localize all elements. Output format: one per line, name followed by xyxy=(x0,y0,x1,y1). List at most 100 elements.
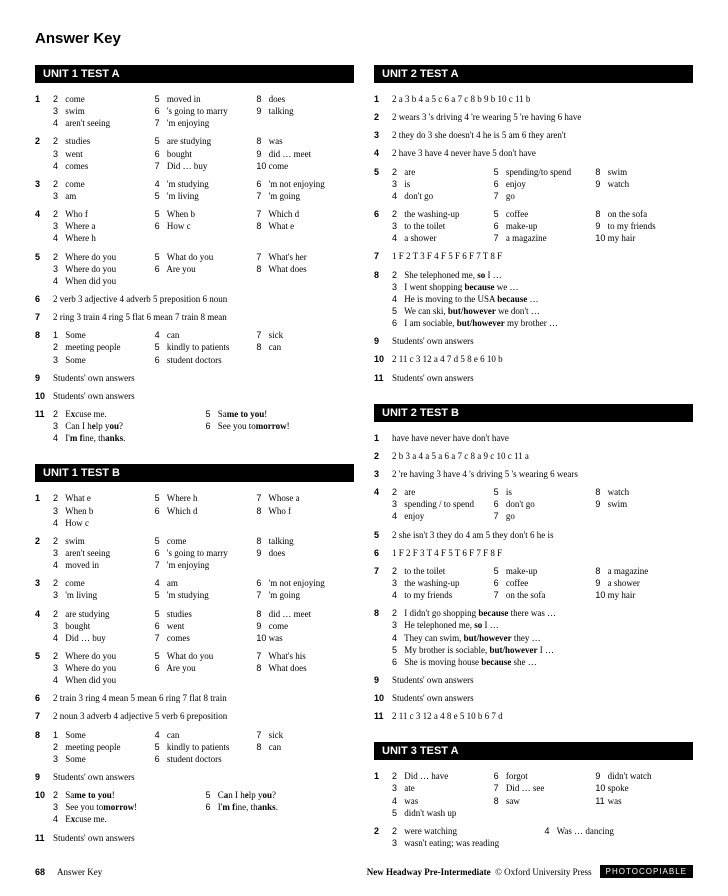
question-number: 3 xyxy=(374,468,392,480)
answer-item: 7 'm enjoying xyxy=(155,559,253,571)
question-number: 6 xyxy=(35,692,53,704)
answer-item: 3 Where a xyxy=(53,220,151,232)
answer-item: 3 went xyxy=(53,148,151,160)
answer-item: 9 a shower xyxy=(595,577,693,589)
answer-content: 2 come4 am6 'm not enjoying3 'm living5 … xyxy=(53,577,354,601)
answer-item: 6 Are you xyxy=(155,263,253,275)
question-number: 1 xyxy=(374,770,392,819)
answer-row: 42 are studying5 studies8 did … meet3 bo… xyxy=(35,608,354,644)
answer-text: 2 wears 3 's driving 4 're wearing 5 're… xyxy=(392,112,581,122)
answer-content: Students' own answers xyxy=(53,372,354,384)
answer-item: 2 are studying xyxy=(53,608,151,620)
answer-item: 8 did … meet xyxy=(256,608,354,620)
footer-publisher: © Oxford University Press xyxy=(495,867,592,877)
answer-row: 11Students' own answers xyxy=(374,372,693,384)
answer-item: 5 didn't wash up xyxy=(392,807,490,819)
answer-content: 2 have 3 have 4 never have 5 don't have xyxy=(392,147,693,159)
answer-item: 2 are xyxy=(392,486,490,498)
answer-content: 2 are5 spending/to spend8 swim3 is6 enjo… xyxy=(392,166,693,202)
answer-item: 6 enjoy xyxy=(494,178,592,190)
answer-item: 9 swim xyxy=(595,498,693,510)
answer-item: 9 talking xyxy=(256,105,354,117)
answer-row: 12 a 3 b 4 a 5 c 6 a 7 c 8 b 9 b 10 c 11… xyxy=(374,93,693,105)
answer-content: 2 11 c 3 12 a 4 7 d 5 8 e 6 10 b xyxy=(392,353,693,365)
answer-content: Students' own answers xyxy=(392,692,693,704)
answer-item: 7 Did … buy xyxy=(155,160,253,172)
answer-item: 6 I am sociable, but/however my brother … xyxy=(392,317,693,329)
answer-item: 9 watch xyxy=(595,178,693,190)
question-number: 6 xyxy=(35,293,53,305)
answer-row: 32 come4 am6 'm not enjoying3 'm living5… xyxy=(35,577,354,601)
answer-content: 1 F 2 T 3 F 4 F 5 F 6 F 7 T 8 F xyxy=(392,250,693,262)
answer-text: 2 a 3 b 4 a 5 c 6 a 7 c 8 b 9 b 10 c 11 … xyxy=(392,94,530,104)
answer-item: 4 When did you xyxy=(53,674,151,686)
answer-row: 22 b 3 a 4 a 5 a 6 a 7 c 8 a 9 c 10 c 11… xyxy=(374,450,693,462)
answer-item: 8 What does xyxy=(256,662,354,674)
answer-item: 7 go xyxy=(494,510,592,522)
answer-item: 5 kindly to patients xyxy=(155,741,253,753)
page-number: 68 xyxy=(35,867,45,877)
question-number: 10 xyxy=(35,789,53,825)
answer-row: 10Students' own answers xyxy=(35,390,354,402)
answer-item: 5 'm studying xyxy=(155,589,253,601)
question-number: 11 xyxy=(374,710,392,722)
answer-item: 3 He telephoned me, so I … xyxy=(392,619,693,631)
answer-item: 5 When b xyxy=(155,208,253,220)
answer-item: 7 a magazine xyxy=(494,232,592,244)
answer-content: Students' own answers xyxy=(392,372,693,384)
answer-item: 3 bought xyxy=(53,620,151,632)
answer-item: 7 go xyxy=(494,190,592,202)
question-number: 7 xyxy=(374,565,392,601)
answer-item: 6 make-up xyxy=(494,220,592,232)
answer-content: 1 Some4 can7 sick2 meeting people5 kindl… xyxy=(53,729,354,765)
question-number: 11 xyxy=(374,372,392,384)
answer-item: 10 my hair xyxy=(595,232,693,244)
answer-item: 4 comes xyxy=(53,160,151,172)
answer-item: 4 How c xyxy=(53,517,151,529)
answer-text: 2 they do 3 she doesn't 4 he is 5 am 6 t… xyxy=(392,130,566,140)
answer-item: 6 bought xyxy=(155,148,253,160)
answer-content: 2 Same to you!5 Can I help you?3 See you… xyxy=(53,789,354,825)
answer-item: 7 Did … see xyxy=(494,782,592,794)
answer-item: 4 Did … buy xyxy=(53,632,151,644)
answer-item: 11 was xyxy=(595,795,693,807)
answer-item: 1 Some xyxy=(53,329,151,341)
unit-header: UNIT 2 TEST A xyxy=(374,65,693,83)
answer-row: 112 11 c 3 12 a 4 8 e 5 10 b 6 7 d xyxy=(374,710,693,722)
answer-item: 4 am xyxy=(155,577,253,589)
answer-row: 9Students' own answers xyxy=(374,674,693,686)
answer-item: 8 a magazine xyxy=(595,565,693,577)
answer-text: 2 train 3 ring 4 mean 5 mean 6 ring 7 fl… xyxy=(53,693,227,703)
question-number: 5 xyxy=(35,650,53,686)
answer-content: 2 ring 3 train 4 ring 5 flat 6 mean 7 tr… xyxy=(53,311,354,323)
answer-content: 2 wears 3 's driving 4 're wearing 5 're… xyxy=(392,111,693,123)
answer-item: 5 are studying xyxy=(155,135,253,147)
answer-item: 3 aren't seeing xyxy=(53,547,151,559)
question-number: 9 xyxy=(35,372,53,384)
answer-item: 5 Can I help you? xyxy=(206,789,355,801)
answer-item: 2 Who f xyxy=(53,208,151,220)
answer-item: 6 How c xyxy=(155,220,253,232)
question-number: 10 xyxy=(374,353,392,365)
answer-text: Students' own answers xyxy=(53,373,135,383)
answer-item: 2 Same to you! xyxy=(53,789,202,801)
question-number: 8 xyxy=(374,607,392,668)
answer-item: 2 studies xyxy=(53,135,151,147)
question-number: 1 xyxy=(35,93,53,129)
answer-row: 71 F 2 T 3 F 4 F 5 F 6 F 7 T 8 F xyxy=(374,250,693,262)
answer-content: Students' own answers xyxy=(53,832,354,844)
answer-row: 62 train 3 ring 4 mean 5 mean 6 ring 7 f… xyxy=(35,692,354,704)
question-number: 2 xyxy=(374,450,392,462)
answer-item: 6 See you tomorrow! xyxy=(206,420,355,432)
answer-item: 4 can xyxy=(155,329,253,341)
answer-item: 3 Some xyxy=(53,354,151,366)
answer-item: 2 the washing-up xyxy=(392,208,490,220)
answer-row: 42 are5 is8 watch3 spending / to spend6 … xyxy=(374,486,693,522)
answer-row: 9Students' own answers xyxy=(35,771,354,783)
answer-row: 42 Who f5 When b7 Which d3 Where a6 How … xyxy=(35,208,354,244)
question-number: 7 xyxy=(374,250,392,262)
answer-item: 6 'm not enjoying xyxy=(256,178,354,190)
answer-content: 2 Where do you5 What do you7 What's his3… xyxy=(53,650,354,686)
answer-text: 2 verb 3 adjective 4 adverb 5 prepositio… xyxy=(53,294,227,304)
answer-item: 4 When did you xyxy=(53,275,151,287)
